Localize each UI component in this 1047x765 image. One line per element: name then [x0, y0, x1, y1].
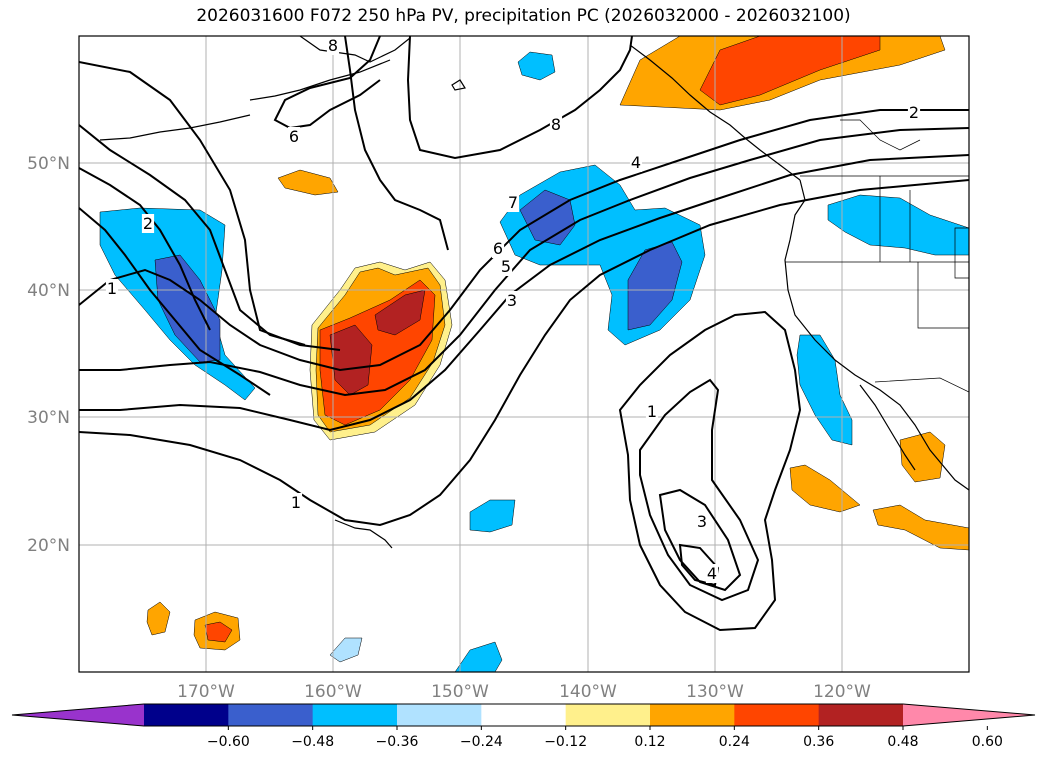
- pv-label-halo: [287, 127, 301, 146]
- colorbar-bin: [734, 704, 820, 726]
- pv-label: 5: [501, 257, 511, 276]
- pv-label: 4: [707, 564, 717, 583]
- precip-shade-region: [329, 324, 373, 396]
- pv-label-halo: [491, 239, 505, 258]
- pv-label: 8: [328, 36, 338, 55]
- colorbar-bin: [397, 704, 482, 726]
- colorbar-bin: [565, 704, 651, 726]
- pv-label-halo: [289, 493, 303, 512]
- precip-shade-region: [827, 194, 969, 256]
- precip-shade-region: [277, 169, 339, 196]
- colorbar-tick-label: 0.60: [972, 734, 1003, 750]
- pv-label-halo: [506, 193, 520, 212]
- pv-label: 2: [909, 103, 919, 122]
- coastlines: [99, 36, 969, 549]
- colorbar-extend-low: [12, 704, 144, 726]
- pv-label: 1: [647, 402, 657, 421]
- colorbar-tick-label: 0.48: [887, 734, 918, 750]
- precip-shade-region: [796, 334, 853, 446]
- colorbar-bin: [312, 704, 398, 726]
- pv-label-halo: [645, 402, 659, 421]
- colorbar-tick-label: 0.24: [719, 734, 750, 750]
- pv-label-halo: [499, 257, 513, 276]
- lat-tick-labels: 50°N 40°N 30°N 20°N: [27, 154, 70, 556]
- pv-label: 1: [291, 493, 301, 512]
- colorbar-outline: [11, 703, 1036, 727]
- pv-label: 1: [107, 279, 117, 298]
- colorbar-bin: [228, 704, 314, 726]
- lat-label: 30°N: [27, 408, 70, 428]
- colorbar: −0.60 −0.48 −0.36 −0.24 −0.12 0.12 0.24 0.36 0.4…: [11, 703, 1036, 750]
- precip-shade-region: [899, 431, 946, 483]
- precip-shade-region: [627, 241, 683, 331]
- lat-label: 50°N: [27, 154, 70, 174]
- lon-label: 160°W: [304, 682, 362, 702]
- pv-label: 2: [143, 214, 153, 233]
- pv-label: 7: [508, 193, 518, 212]
- precip-shade-region: [789, 464, 861, 513]
- pv-label-halo: [326, 36, 340, 55]
- colorbar-tick-label: −0.36: [376, 734, 419, 750]
- precip-shade-region: [454, 641, 503, 672]
- colorbar-extend-high: [903, 704, 1035, 726]
- pv-label: 6: [289, 127, 299, 146]
- colorbar-bin: [481, 704, 567, 726]
- pv-label: 3: [697, 512, 707, 531]
- pv-label-halo: [505, 291, 519, 310]
- pv-label-halo: [629, 153, 643, 172]
- pv-contour-labels: 1 1 1 2 2 3 3 4 4 5 6 6 7 8 8: [105, 36, 921, 583]
- lon-label: 120°W: [813, 682, 871, 702]
- pv-label: 3: [507, 291, 517, 310]
- map-title: 2026031600 F072 250 hPa PV, precipitatio…: [196, 6, 851, 26]
- colorbar-tick-label: −0.48: [291, 734, 334, 750]
- pv-label-halo: [549, 115, 563, 134]
- colorbar-bin: [818, 704, 904, 726]
- pv-label: 4: [631, 153, 641, 172]
- pv-label-halo: [141, 214, 155, 233]
- pv-label: 8: [551, 115, 561, 134]
- colorbar-tick-label: 0.36: [803, 734, 834, 750]
- precip-shading: [99, 36, 969, 672]
- precip-shade-region: [204, 621, 233, 643]
- precip-shade-region: [374, 289, 426, 336]
- colorbar-tick-label: −0.12: [544, 734, 587, 750]
- colorbar-tick-label: −0.24: [460, 734, 503, 750]
- pv-label-halo: [695, 512, 709, 531]
- lat-label: 20°N: [27, 536, 70, 556]
- colorbar-tick-label: 0.12: [634, 734, 665, 750]
- map-frame: [78, 35, 970, 673]
- pv-label-halo: [105, 279, 119, 298]
- precip-shade-region: [146, 601, 171, 636]
- precip-shade-region: [699, 36, 881, 106]
- precip-shade-region: [329, 637, 363, 663]
- lon-label: 140°W: [559, 682, 617, 702]
- precip-shade-region: [517, 51, 556, 81]
- precip-shade-region: [469, 499, 516, 533]
- lat-label: 40°N: [27, 281, 70, 301]
- pv-label-halo: [907, 103, 921, 122]
- pv-contours: [79, 36, 969, 632]
- colorbar-tick-label: −0.60: [207, 734, 250, 750]
- pv-label: 6: [493, 239, 503, 258]
- pv-label-halo: [705, 564, 719, 583]
- colorbar-bin: [144, 704, 229, 726]
- precip-shade-region: [872, 504, 969, 551]
- lon-tick-labels: 170°W 160°W 150°W 140°W 130°W 120°W: [177, 682, 871, 702]
- lon-label: 170°W: [177, 682, 235, 702]
- lon-label: 150°W: [431, 682, 489, 702]
- lon-label: 130°W: [686, 682, 744, 702]
- colorbar-bin: [650, 704, 735, 726]
